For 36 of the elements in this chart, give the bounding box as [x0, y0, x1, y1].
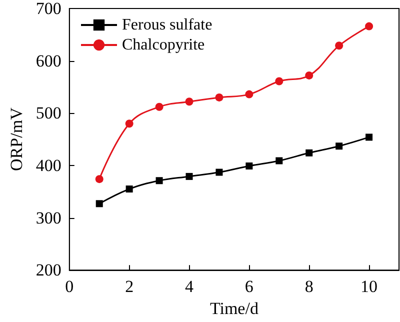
point — [186, 172, 193, 180]
point — [275, 77, 284, 86]
point — [215, 93, 224, 102]
point — [245, 90, 254, 98]
legend-label: Chalcopyrite — [122, 36, 205, 54]
x-tick-label: 2 — [125, 277, 134, 296]
x-tick-label: 10 — [360, 277, 378, 296]
point — [335, 42, 344, 50]
x-axis-title: Time/d — [210, 299, 259, 318]
x-tick-label: 4 — [185, 277, 194, 296]
x-tick-label: 8 — [304, 277, 314, 296]
y-tick-label: 300 — [36, 208, 62, 228]
point — [125, 120, 134, 128]
point — [155, 102, 164, 111]
y-tick-label: 600 — [36, 51, 62, 70]
point — [96, 200, 103, 208]
point — [185, 98, 194, 106]
point — [276, 157, 283, 164]
point — [365, 22, 374, 30]
point — [246, 162, 253, 170]
point — [305, 71, 314, 80]
point — [306, 149, 313, 156]
y-tick-label: 400 — [36, 156, 62, 175]
y-tick-label: 500 — [36, 104, 62, 123]
point — [156, 177, 163, 184]
point — [95, 175, 104, 184]
y-tick-label: 200 — [36, 260, 62, 280]
point — [216, 168, 223, 176]
x-tick-label: 6 — [244, 277, 254, 296]
y-tick-label: 700 — [36, 0, 62, 18]
y-axis-title: ORP/mV — [7, 106, 26, 171]
x-tick-label: 0 — [65, 277, 74, 296]
point — [126, 186, 133, 193]
point — [336, 142, 343, 150]
point — [366, 134, 373, 141]
legend-label: Ferous sulfate — [122, 16, 212, 34]
